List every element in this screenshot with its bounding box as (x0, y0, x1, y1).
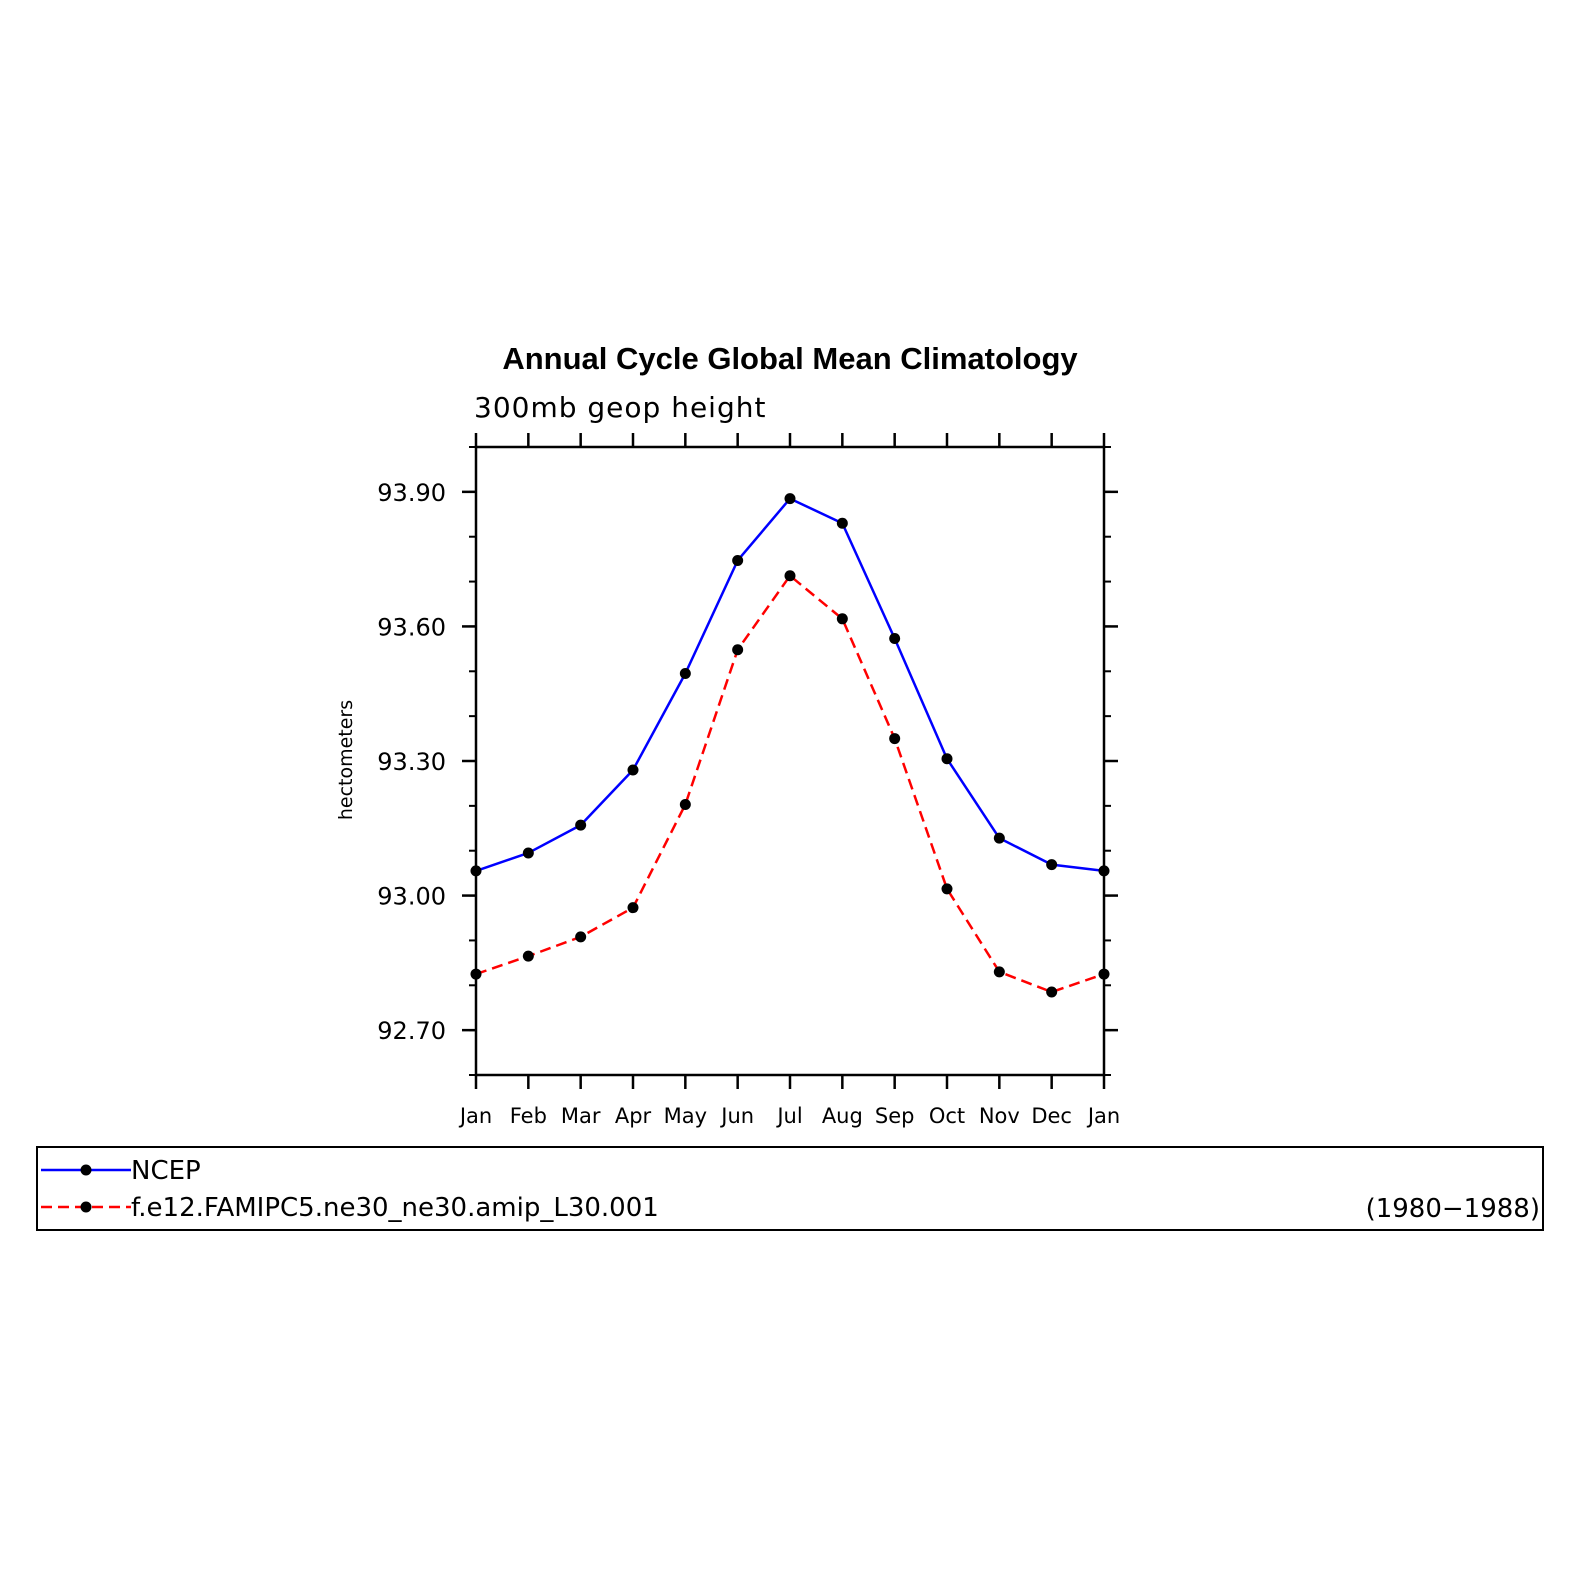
data-point (470, 865, 482, 877)
legend-label-1: NCEP (131, 1156, 201, 1186)
x-tick-label: Nov (979, 1104, 1020, 1128)
axes: Jan Feb Mar Apr May Jun Jul Aug Sep Oct Nov Dec Jan 9… (377, 433, 1120, 1128)
data-point (627, 764, 639, 776)
legend-label-2: f.e12.FAMIPC5.ne30_ne30.amip_L30.001 (131, 1193, 659, 1223)
data-point (993, 832, 1005, 844)
chart-title: Annual Cycle Global Mean Climatology (502, 341, 1078, 376)
data-point (836, 517, 848, 529)
series-line-1 (475, 497, 1105, 873)
data-point (575, 931, 587, 943)
data-point (679, 668, 691, 680)
series-layer (470, 493, 1110, 998)
x-tick-label: Aug (822, 1104, 863, 1128)
plot-frame (474, 445, 1106, 1077)
legend-box (36, 1146, 1544, 1231)
data-point (784, 570, 796, 582)
data-point (522, 847, 534, 859)
legend: (1980−1988) NCEP f.e12.FAMIPC5.ne30_ne30.… (36, 1146, 1544, 1231)
x-tick-label: Sep (875, 1104, 915, 1128)
data-point (575, 819, 587, 831)
legend-note: (1980−1988) (1366, 1194, 1540, 1224)
data-point (1046, 859, 1058, 871)
series-line-2 (475, 574, 1105, 994)
y-tick-label: 93.30 (377, 748, 446, 776)
data-point (993, 966, 1005, 978)
x-tick-label: Jul (775, 1104, 802, 1128)
data-point (522, 950, 534, 962)
x-tick-label: Mar (561, 1104, 601, 1128)
x-tick-label: Feb (510, 1104, 547, 1128)
x-tick-label: May (664, 1104, 707, 1128)
chart-subtitle: 300mb geop height (474, 391, 766, 424)
data-point (732, 644, 744, 656)
data-point (784, 493, 796, 505)
y-tick-label: 93.90 (377, 479, 446, 507)
data-point (732, 554, 744, 566)
y-axis-label: hectometers (335, 700, 357, 820)
y-tick-label: 93.00 (377, 883, 446, 911)
y-tick-label: 93.60 (377, 613, 446, 641)
data-point (836, 613, 848, 625)
y-tick-label: 92.70 (377, 1017, 446, 1045)
data-point (889, 633, 901, 645)
x-tick-label: Apr (615, 1104, 652, 1128)
data-point (941, 883, 953, 895)
x-tick-label: Oct (929, 1104, 965, 1128)
data-point (941, 753, 953, 765)
data-point (889, 733, 901, 745)
data-point (470, 968, 482, 980)
data-point (1098, 865, 1110, 877)
data-point (1098, 968, 1110, 980)
data-point (679, 799, 691, 811)
x-tick-label: Jan (458, 1104, 492, 1128)
legend-marker (80, 1201, 92, 1213)
data-point (627, 902, 639, 914)
x-tick-label: Jan (1086, 1104, 1120, 1128)
x-tick-label: Jun (719, 1104, 754, 1128)
data-point (1046, 986, 1058, 998)
x-tick-label: Dec (1031, 1104, 1072, 1128)
legend-marker (80, 1164, 92, 1176)
